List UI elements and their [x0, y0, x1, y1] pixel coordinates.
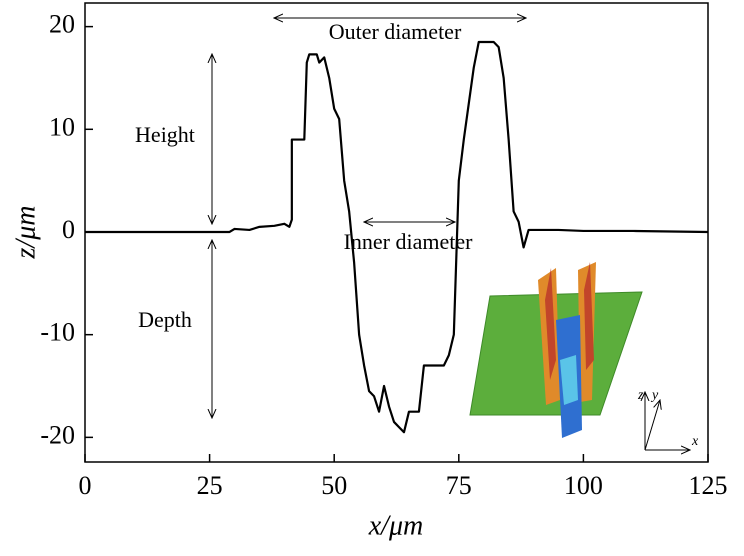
x-axis-title: x/μm — [368, 510, 423, 541]
annotation: Outer diameter — [329, 19, 462, 44]
y-tick-label: 0 — [62, 215, 75, 244]
inset-ridge-peak — [584, 262, 594, 370]
inset-axis — [644, 400, 660, 451]
annotation: Depth — [138, 307, 192, 332]
y-tick-label: -20 — [40, 420, 75, 449]
x-tick-label: 50 — [321, 471, 347, 500]
y-axis-title: z/μm — [10, 206, 41, 260]
y-tick-label: 20 — [49, 10, 75, 39]
x-tick-label: 100 — [564, 471, 603, 500]
inset-label: x — [691, 434, 699, 449]
x-tick-label: 125 — [689, 471, 728, 500]
inset-ridge-peak — [545, 268, 556, 380]
annotation: Height — [135, 122, 195, 147]
x-tick-label: 0 — [79, 471, 92, 500]
inset-groove-light — [560, 355, 578, 405]
y-tick-label: -10 — [40, 318, 75, 347]
x-tick-label: 75 — [446, 471, 472, 500]
profile-line — [85, 40, 709, 434]
inset-3d: z y x — [469, 262, 699, 451]
annotation: Inner diameter — [344, 229, 474, 254]
y-tick-label: 10 — [49, 112, 75, 141]
inset-label: z — [637, 388, 644, 403]
x-tick-label: 25 — [197, 471, 223, 500]
inset-label: y — [650, 388, 659, 403]
